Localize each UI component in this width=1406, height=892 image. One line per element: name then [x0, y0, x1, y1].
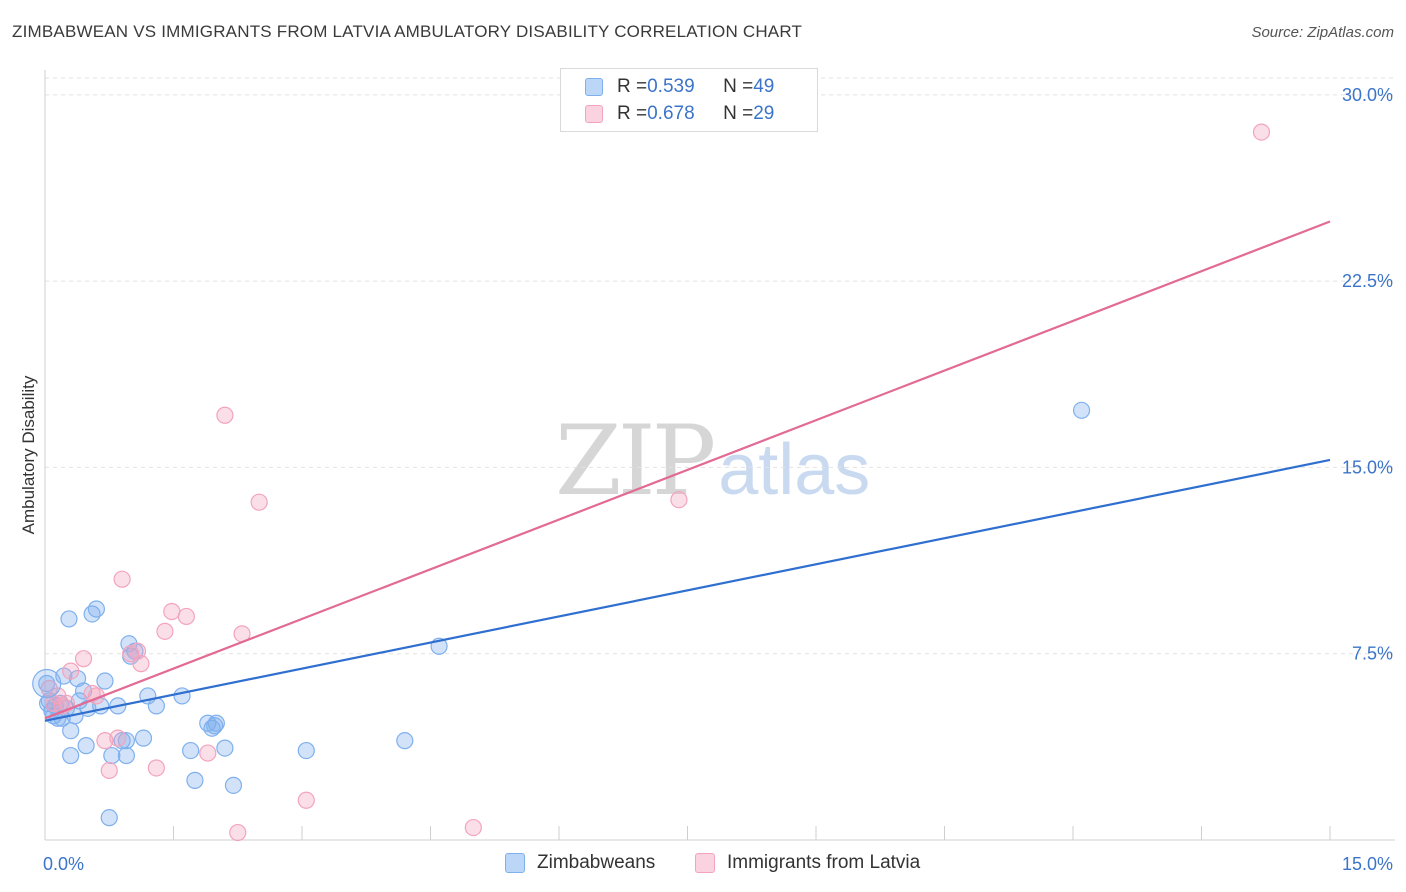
- point-zimbabweans: [62, 722, 80, 740]
- point-zimbabweans: [100, 809, 118, 827]
- bottom-swatch-latvia: [695, 853, 715, 873]
- point-latvia: [670, 491, 688, 509]
- point-latvia: [156, 622, 174, 640]
- point-latvia: [216, 406, 234, 424]
- legend-r-label: R =: [617, 76, 648, 97]
- point-zimbabweans: [216, 739, 234, 757]
- legend: R = 0.539 N = 49 R = 0.678 N = 29: [560, 68, 818, 132]
- point-latvia: [113, 570, 131, 588]
- point-latvia: [250, 493, 268, 511]
- point-latvia: [229, 823, 247, 842]
- legend-n-value: 29: [753, 103, 775, 124]
- point-zimbabweans: [206, 717, 224, 735]
- point-latvia: [100, 761, 118, 780]
- legend-swatch-latvia: [585, 105, 603, 123]
- legend-n-label: N =: [723, 103, 754, 124]
- bottom-swatch-zimbabweans: [505, 853, 525, 873]
- point-zimbabweans: [1072, 401, 1091, 419]
- bottom-legend-latvia: Immigrants from Latvia: [695, 852, 920, 874]
- point-zimbabweans: [60, 610, 78, 628]
- x-tick-label: 0.0%: [43, 854, 84, 874]
- point-latvia: [464, 818, 482, 837]
- axes: [44, 70, 1395, 841]
- chart-title: ZIMBABWEAN VS IMMIGRANTS FROM LATVIA AMB…: [12, 22, 803, 41]
- y-axis-label: Ambulatory Disability: [19, 375, 38, 534]
- trend-line-zimbabweans: [44, 458, 1331, 722]
- bottom-legend-zimbabweans: Zimbabweans: [505, 852, 655, 874]
- point-latvia: [147, 759, 165, 777]
- point-latvia: [163, 602, 181, 621]
- point-latvia: [199, 744, 217, 762]
- legend-row-latvia: R = 0.678 N = 29: [585, 102, 774, 126]
- y-tick-label: 7.5%: [1352, 644, 1393, 664]
- point-zimbabweans: [77, 737, 95, 755]
- chart-source: Source: ZipAtlas.com: [1251, 24, 1394, 41]
- point-zimbabweans: [38, 674, 56, 693]
- trend-lines: [44, 220, 1331, 722]
- point-zimbabweans: [117, 746, 135, 765]
- point-zimbabweans: [96, 672, 114, 690]
- point-zimbabweans: [186, 771, 204, 789]
- trend-line-latvia: [44, 220, 1331, 720]
- point-zimbabweans: [396, 732, 414, 750]
- legend-n-value: 49: [753, 76, 775, 97]
- point-zimbabweans: [134, 729, 153, 747]
- point-zimbabweans: [103, 746, 121, 765]
- legend-swatch-zimbabweans: [585, 78, 603, 96]
- y-tick-label: 22.5%: [1342, 271, 1393, 291]
- x-tick-label: 15.0%: [1342, 854, 1393, 874]
- grid-lines: [45, 77, 1395, 655]
- watermark-zip: ZIP: [555, 405, 716, 517]
- legend-row-zimbabweans: R = 0.539 N = 49: [585, 75, 774, 99]
- point-latvia: [177, 607, 195, 626]
- bottom-legend-label: Zimbabweans: [537, 852, 656, 873]
- y-tick-label: 15.0%: [1342, 457, 1393, 477]
- point-zimbabweans: [62, 746, 80, 765]
- legend-r-label: R =: [617, 103, 648, 124]
- bottom-legend-label: Immigrants from Latvia: [727, 852, 921, 873]
- point-zimbabweans: [173, 687, 191, 705]
- point-zimbabweans: [87, 600, 106, 618]
- point-latvia: [96, 732, 114, 750]
- watermark: ZIPatlas: [555, 405, 870, 517]
- watermark-atlas: atlas: [718, 430, 871, 510]
- point-latvia: [109, 729, 127, 747]
- legend-r-value: 0.539: [647, 76, 695, 97]
- tick-labels: 7.5% 15.0% 22.5% 30.0% 0.0% 15.0%: [43, 85, 1393, 874]
- point-latvia: [62, 662, 80, 680]
- y-tick-label: 30.0%: [1342, 85, 1393, 105]
- legend-r-value: 0.678: [647, 103, 695, 124]
- point-zimbabweans: [32, 668, 62, 699]
- point-zimbabweans: [182, 741, 200, 760]
- point-latvia: [74, 650, 93, 668]
- legend-n-label: N =: [723, 76, 754, 97]
- point-zimbabweans: [224, 776, 243, 794]
- point-latvia: [1252, 123, 1271, 141]
- point-zimbabweans: [207, 714, 225, 732]
- point-latvia: [132, 655, 150, 673]
- point-latvia: [122, 645, 140, 663]
- data-points: [32, 123, 1271, 842]
- point-latvia: [297, 791, 315, 809]
- point-zimbabweans: [297, 741, 315, 760]
